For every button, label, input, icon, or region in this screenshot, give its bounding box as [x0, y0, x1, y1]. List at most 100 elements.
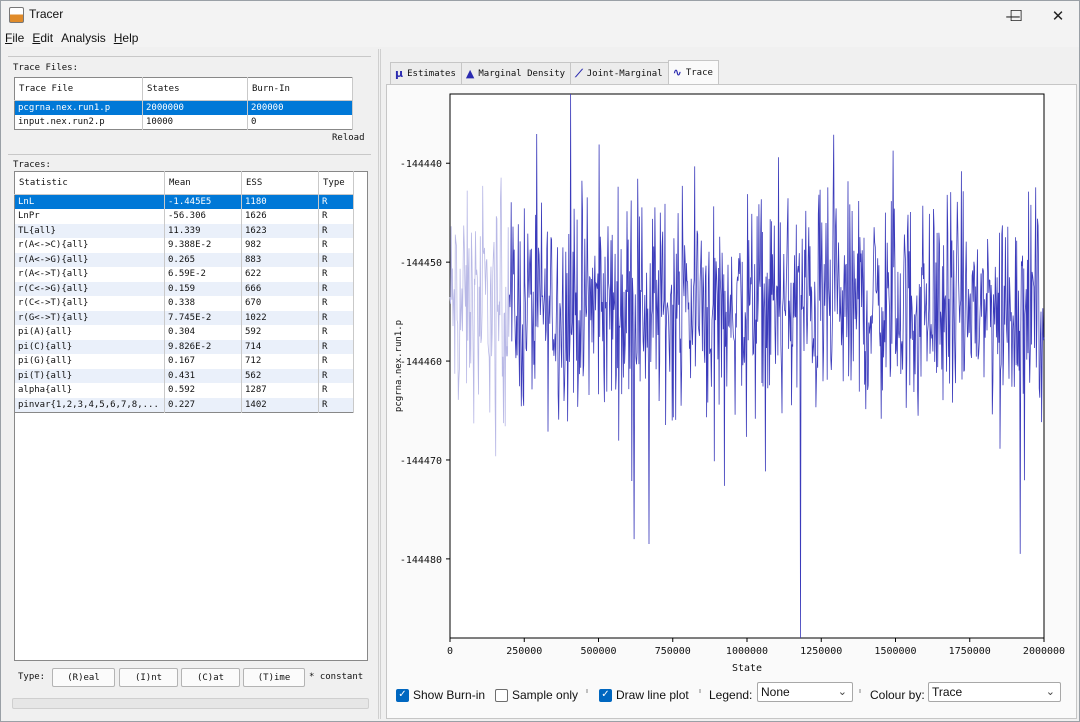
trace-icon: ∿ [672, 66, 682, 79]
table-row[interactable]: pi(C){all} 9.826E-2 714 R [14, 339, 354, 354]
draw-line-plot-checkbox[interactable]: ✓ Draw line plot [599, 686, 689, 704]
type-time-button[interactable]: (T)ime [243, 668, 305, 687]
right-panel: μ Estimates ▲ Marginal Density ⟋ Joint-Marg… [386, 49, 1078, 719]
table-cell: 11.339 [164, 223, 242, 238]
mu-icon: μ [395, 67, 404, 80]
table-cell: 1402 [241, 397, 319, 412]
menu-file[interactable]: File [1, 30, 28, 47]
table-row[interactable]: pi(A){all} 0.304 592 R [14, 325, 354, 340]
table-cell: 982 [241, 238, 319, 253]
menu-help-mnemonic: H [113, 31, 123, 45]
menu-bar: File Edit Analysis Help [1, 30, 1079, 47]
tab-trace[interactable]: ∿ Trace [667, 60, 719, 84]
table-cell: LnPr [14, 209, 165, 224]
tab-joint-marginal[interactable]: ⟋ Joint-Marginal [570, 62, 669, 84]
table-cell: 0.159 [164, 281, 242, 296]
table-row[interactable]: r(G<->T){all} 7.745E-2 1022 R [14, 310, 354, 325]
legend-select[interactable]: None ⌄ [757, 682, 853, 702]
left-panel: Trace Files: Trace File States Burn-In pcg… [4, 49, 375, 719]
table-cell: r(A<->T){all} [14, 267, 165, 282]
table-cell: pi(A){all} [14, 325, 165, 340]
minimize-button[interactable]: — [990, 1, 1036, 30]
type-real-button[interactable]: (R)eal [52, 668, 115, 687]
x-tick-label: 750000 [655, 646, 691, 657]
tab-joint-marginal-label: Joint-Marginal [586, 68, 663, 79]
y-tick-label: -144450 [400, 258, 442, 269]
table-row[interactable]: r(A<->G){all} 0.265 883 R [14, 252, 354, 267]
trace-panel: 0 250000 500000 750000 1000000 1250000 1500000… [386, 84, 1077, 719]
table-cell: R [318, 368, 354, 383]
table-cell: R [318, 325, 354, 340]
traces-table[interactable]: Statistic Mean ESS Type LnL -1.445E5 1180 R LnP… [14, 171, 354, 413]
tab-estimates[interactable]: μ Estimates [390, 62, 462, 84]
table-row[interactable]: alpha{all} 0.592 1287 R [14, 383, 354, 398]
tab-strip: μ Estimates ▲ Marginal Density ⟋ Joint-Marg… [390, 60, 719, 84]
table-cell: 7.745E-2 [164, 310, 242, 325]
table-cell: pinvar{1,2,3,4,5,6,7,8,... [14, 397, 165, 412]
tab-marginal-density[interactable]: ▲ Marginal Density [460, 62, 572, 84]
java-app-icon [9, 7, 24, 23]
table-cell: r(C<->G){all} [14, 281, 165, 296]
y-tick-label: -144460 [400, 357, 442, 368]
table-cell: 6.59E-2 [164, 267, 242, 282]
menu-analysis[interactable]: Analysis [57, 30, 110, 47]
type-cat-button[interactable]: (C)at [181, 668, 240, 687]
legend-select-value: None [761, 685, 790, 699]
table-row[interactable]: TL{all} 11.339 1623 R [14, 223, 354, 238]
table-row[interactable]: r(C<->T){all} 0.338 670 R [14, 296, 354, 311]
title-bar: Tracer — ☐ ✕ [1, 1, 1079, 30]
table-cell: R [318, 296, 354, 311]
reload-button[interactable]: Reload [332, 133, 365, 143]
colour-by-select[interactable]: Trace ⌄ [928, 682, 1061, 702]
table-row[interactable]: r(C<->G){all} 0.159 666 R [14, 281, 354, 296]
column-header: Trace File [14, 77, 143, 101]
tab-trace-label: Trace [685, 67, 713, 78]
y-tick-label: -144480 [400, 555, 442, 566]
column-header: Mean [164, 171, 242, 195]
table-cell: 883 [241, 252, 319, 267]
trace-files-caption: Trace Files: [13, 63, 79, 73]
table-cell: R [318, 383, 354, 398]
sample-only-label: Sample only [512, 688, 579, 702]
table-cell: 562 [241, 368, 319, 383]
table-row[interactable]: pcgrna.nex.run1.p 2000000 200000 [14, 100, 353, 115]
close-button[interactable]: ✕ [1035, 1, 1080, 30]
table-cell: 1022 [241, 310, 319, 325]
maximize-button[interactable]: ☐ [993, 1, 1039, 30]
x-tick-label: 2000000 [1023, 646, 1065, 657]
table-row[interactable]: r(A<->C){all} 9.388E-2 982 R [14, 238, 354, 253]
table-cell: input.nex.run2.p [14, 115, 143, 130]
legend-label: Legend: [709, 688, 753, 702]
table-cell: R [318, 267, 354, 282]
table-cell: R [318, 281, 354, 296]
table-cell: 10000 [142, 115, 248, 130]
menu-edit[interactable]: Edit [28, 30, 57, 47]
table-row[interactable]: LnPr -56.306 1626 R [14, 209, 354, 224]
table-cell: 1287 [241, 383, 319, 398]
table-cell: r(C<->T){all} [14, 296, 165, 311]
table-row[interactable]: LnL -1.445E5 1180 R [14, 194, 354, 209]
table-row[interactable]: pinvar{1,2,3,4,5,6,7,8,... 0.227 1402 R [14, 397, 354, 412]
colour-by-select-value: Trace [932, 685, 963, 699]
table-row[interactable]: input.nex.run2.p 10000 0 [14, 115, 353, 130]
show-burnin-checkbox[interactable]: ✓ Show Burn-in [396, 686, 485, 704]
separator [8, 154, 371, 155]
table-cell: 714 [241, 339, 319, 354]
table-row[interactable]: pi(T){all} 0.431 562 R [14, 368, 354, 383]
separator-dot [586, 689, 588, 693]
table-row[interactable]: pi(G){all} 0.167 712 R [14, 354, 354, 369]
table-row[interactable]: r(A<->T){all} 6.59E-2 622 R [14, 267, 354, 282]
burnin-trace-line [449, 177, 510, 457]
table-cell: 1180 [241, 194, 319, 209]
trace-files-table[interactable]: Trace File States Burn-In pcgrna.nex.run1.… [14, 77, 353, 130]
separator-dot [859, 689, 861, 693]
type-int-button[interactable]: (I)nt [119, 668, 178, 687]
separator-dot [699, 689, 701, 693]
progress-bar [12, 698, 369, 709]
window-title: Tracer [29, 7, 64, 21]
sample-only-checkbox[interactable]: Sample only [495, 686, 578, 704]
table-cell: LnL [14, 194, 165, 209]
menu-help[interactable]: Help [110, 30, 143, 47]
split-pane-divider[interactable] [378, 49, 381, 719]
